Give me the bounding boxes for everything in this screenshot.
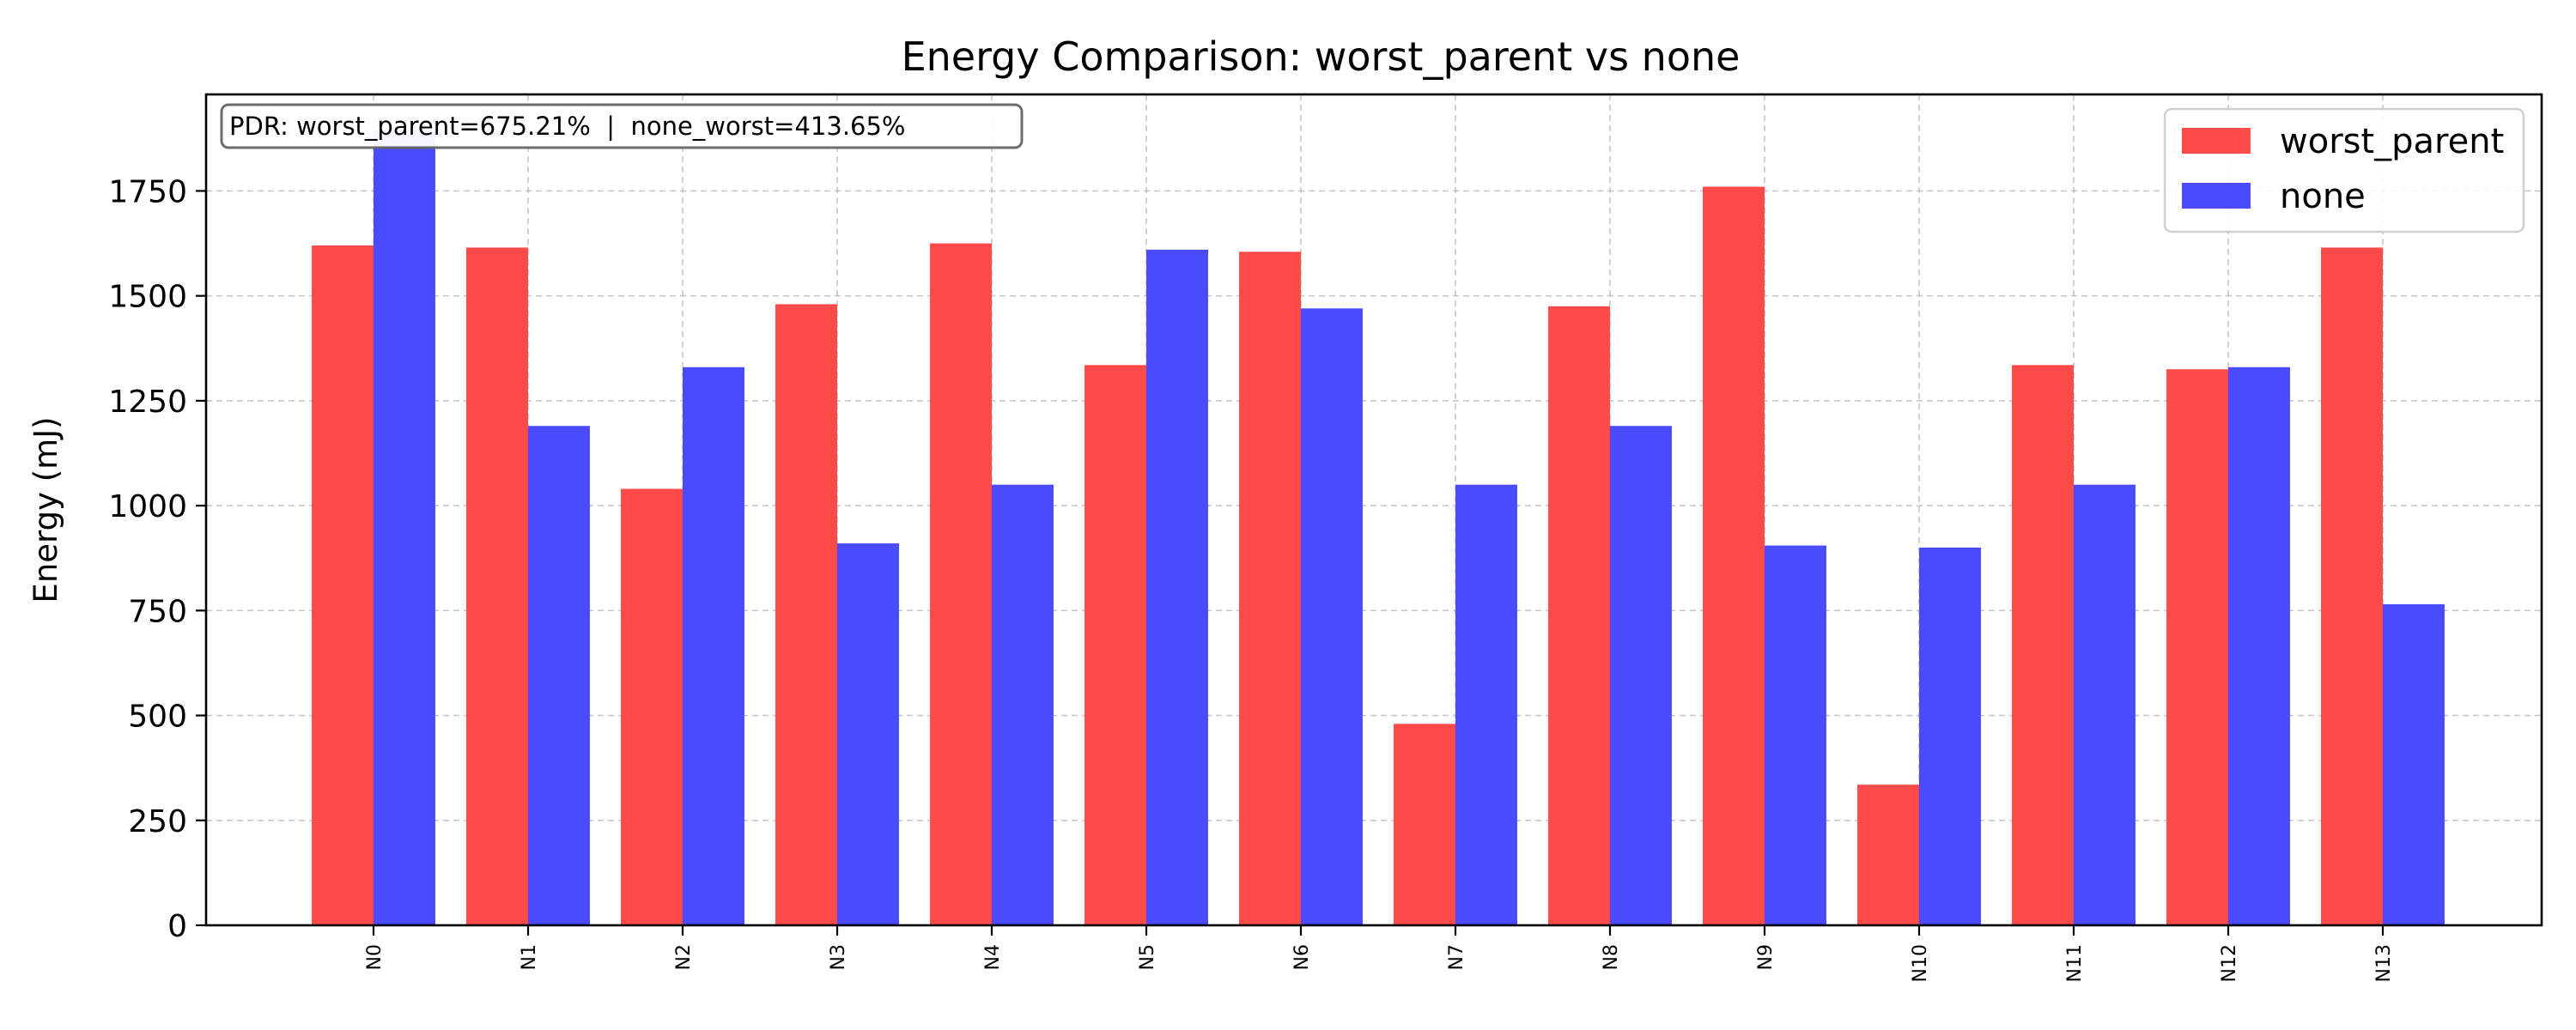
bar-worst-parent-n4 xyxy=(930,243,992,925)
x-tick-label: N7 xyxy=(1446,944,1467,970)
chart-title: Energy Comparison: worst_parent vs none xyxy=(902,33,1741,80)
bar-none-n5 xyxy=(1146,249,1208,925)
x-tick-label: N6 xyxy=(1291,944,1313,970)
x-axis-ticks: N0 N1 N2 N3 N4 N5 N6 N7 N8 N9 N10 N11 N12 N13 xyxy=(364,925,2395,982)
bar-worst-parent-n3 xyxy=(775,304,837,925)
series-worst-parent xyxy=(312,186,2383,926)
bar-series xyxy=(312,130,2445,926)
x-tick-label: N11 xyxy=(2064,944,2086,982)
legend: worst_parent none xyxy=(2163,107,2525,233)
bar-worst-parent-n11 xyxy=(2012,365,2074,925)
y-tick-label: 1000 xyxy=(108,489,187,524)
bar-worst-parent-n12 xyxy=(2166,369,2228,925)
series-none xyxy=(374,130,2445,926)
plot-frame xyxy=(204,93,2543,927)
bar-none-n9 xyxy=(1765,545,1826,925)
bar-none-n3 xyxy=(837,543,899,925)
bar-worst-parent-n9 xyxy=(1703,186,1765,926)
y-axis-label: Energy (mJ) xyxy=(27,416,64,603)
legend-label-worst-parent: worst_parent xyxy=(2280,122,2504,161)
bar-none-n10 xyxy=(1919,548,1981,925)
y-tick-label: 1500 xyxy=(108,280,187,315)
y-tick-label: 250 xyxy=(128,804,187,839)
y-tick-label: 1250 xyxy=(108,385,187,420)
y-tick-label: 1750 xyxy=(108,174,187,209)
bar-worst-parent-n13 xyxy=(2321,247,2383,925)
bar-none-n4 xyxy=(992,484,1054,925)
bar-worst-parent-n2 xyxy=(621,488,683,925)
annotation-text: PDR: worst_parent=675.21% | none_worst=4… xyxy=(229,112,906,141)
bar-none-n8 xyxy=(1610,426,1672,925)
bar-none-n2 xyxy=(683,367,744,925)
bar-worst-parent-n8 xyxy=(1548,306,1610,925)
x-tick-label: N3 xyxy=(828,944,849,970)
bar-worst-parent-n5 xyxy=(1084,365,1146,925)
legend-frame xyxy=(2163,107,2525,233)
bar-worst-parent-n7 xyxy=(1394,724,1455,925)
bar-none-n12 xyxy=(2228,367,2290,925)
bar-none-n7 xyxy=(1455,484,1517,925)
x-tick-label: N8 xyxy=(1601,944,1622,970)
y-tick-label: 500 xyxy=(128,700,187,735)
bar-worst-parent-n0 xyxy=(312,245,374,925)
y-axis-ticks: 0 250 500 750 1000 1250 1500 1750 xyxy=(108,174,206,944)
bar-none-n1 xyxy=(528,426,590,925)
x-tick-label: N9 xyxy=(1755,944,1777,970)
bar-worst-parent-n1 xyxy=(466,247,528,925)
x-tick-label: N0 xyxy=(364,944,386,970)
bar-none-n13 xyxy=(2383,604,2445,925)
x-tick-label: N12 xyxy=(2219,944,2240,982)
bar-none-n6 xyxy=(1301,308,1363,925)
annotation-background xyxy=(220,103,1024,149)
legend-swatch-none xyxy=(2182,183,2251,209)
x-tick-label: N1 xyxy=(519,944,540,970)
x-tick-label: N13 xyxy=(2373,944,2395,982)
legend-label-none: none xyxy=(2280,177,2366,216)
x-tick-label: N4 xyxy=(982,944,1004,970)
y-tick-label: 0 xyxy=(167,909,187,944)
bar-none-n11 xyxy=(2074,484,2136,925)
bar-worst-parent-n6 xyxy=(1239,251,1301,925)
bar-none-n0 xyxy=(374,130,435,926)
legend-swatch-worst-parent xyxy=(2182,128,2251,154)
pdr-annotation: PDR: worst_parent=675.21% | none_worst=4… xyxy=(220,103,1024,149)
bar-worst-parent-n10 xyxy=(1857,785,1919,925)
x-tick-label: N10 xyxy=(1910,944,1931,982)
x-tick-label: N2 xyxy=(673,944,695,970)
x-tick-label: N5 xyxy=(1137,944,1158,970)
y-tick-label: 750 xyxy=(128,594,187,629)
